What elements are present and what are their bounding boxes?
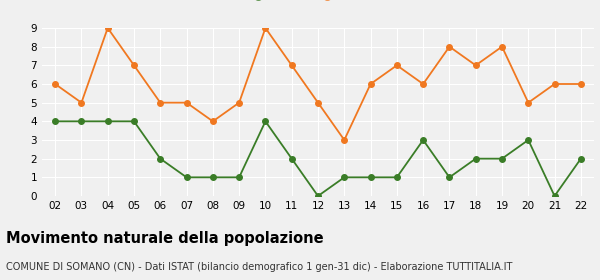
- Text: COMUNE DI SOMANO (CN) - Dati ISTAT (bilancio demografico 1 gen-31 dic) - Elabora: COMUNE DI SOMANO (CN) - Dati ISTAT (bila…: [6, 262, 512, 272]
- Legend: Nascite, Decessi: Nascite, Decessi: [251, 0, 385, 6]
- Text: Movimento naturale della popolazione: Movimento naturale della popolazione: [6, 231, 323, 246]
